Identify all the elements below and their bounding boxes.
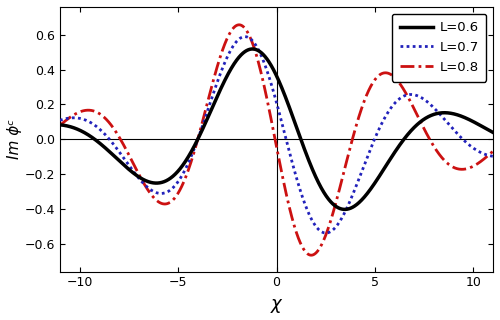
- Line: L=0.8: L=0.8: [60, 25, 493, 255]
- L=0.8: [223, 39, 229, 43]
- L=0.7: [435, 110, 441, 114]
- L=0.7: [482, 152, 488, 156]
- L=0.6: [342, 207, 347, 211]
- L=0.8: [490, 149, 496, 153]
- Line: L=0.7: L=0.7: [60, 37, 493, 233]
- L=0.6: [132, 172, 138, 176]
- L=0.8: [482, 156, 488, 160]
- L=0.7: [57, 118, 63, 122]
- L=0.6: [482, 126, 488, 130]
- L=0.7: [223, 58, 229, 61]
- L=0.7: [242, 35, 248, 39]
- L=0.6: [242, 50, 248, 54]
- L=0.6: [490, 131, 496, 134]
- L=0.6: [106, 150, 112, 154]
- L=0.7: [106, 137, 112, 141]
- L=0.6: [435, 111, 441, 115]
- L=0.8: [242, 27, 248, 30]
- L=0.6: [250, 47, 256, 51]
- L=0.8: [435, 151, 441, 155]
- X-axis label: χ: χ: [271, 295, 282, 313]
- L=0.7: [242, 35, 248, 39]
- L=0.7: [323, 231, 329, 235]
- L=0.7: [132, 172, 138, 175]
- Legend: L=0.6, L=0.7, L=0.8: L=0.6, L=0.7, L=0.8: [392, 13, 486, 82]
- Y-axis label: Im ϕᶜ: Im ϕᶜ: [7, 119, 22, 159]
- L=0.8: [106, 121, 112, 125]
- L=0.8: [132, 165, 138, 169]
- L=0.7: [490, 155, 496, 158]
- L=0.6: [57, 123, 63, 127]
- L=0.8: [57, 124, 63, 127]
- L=0.8: [236, 23, 242, 27]
- Line: L=0.6: L=0.6: [60, 49, 493, 209]
- L=0.6: [223, 76, 229, 80]
- L=0.8: [308, 253, 314, 257]
